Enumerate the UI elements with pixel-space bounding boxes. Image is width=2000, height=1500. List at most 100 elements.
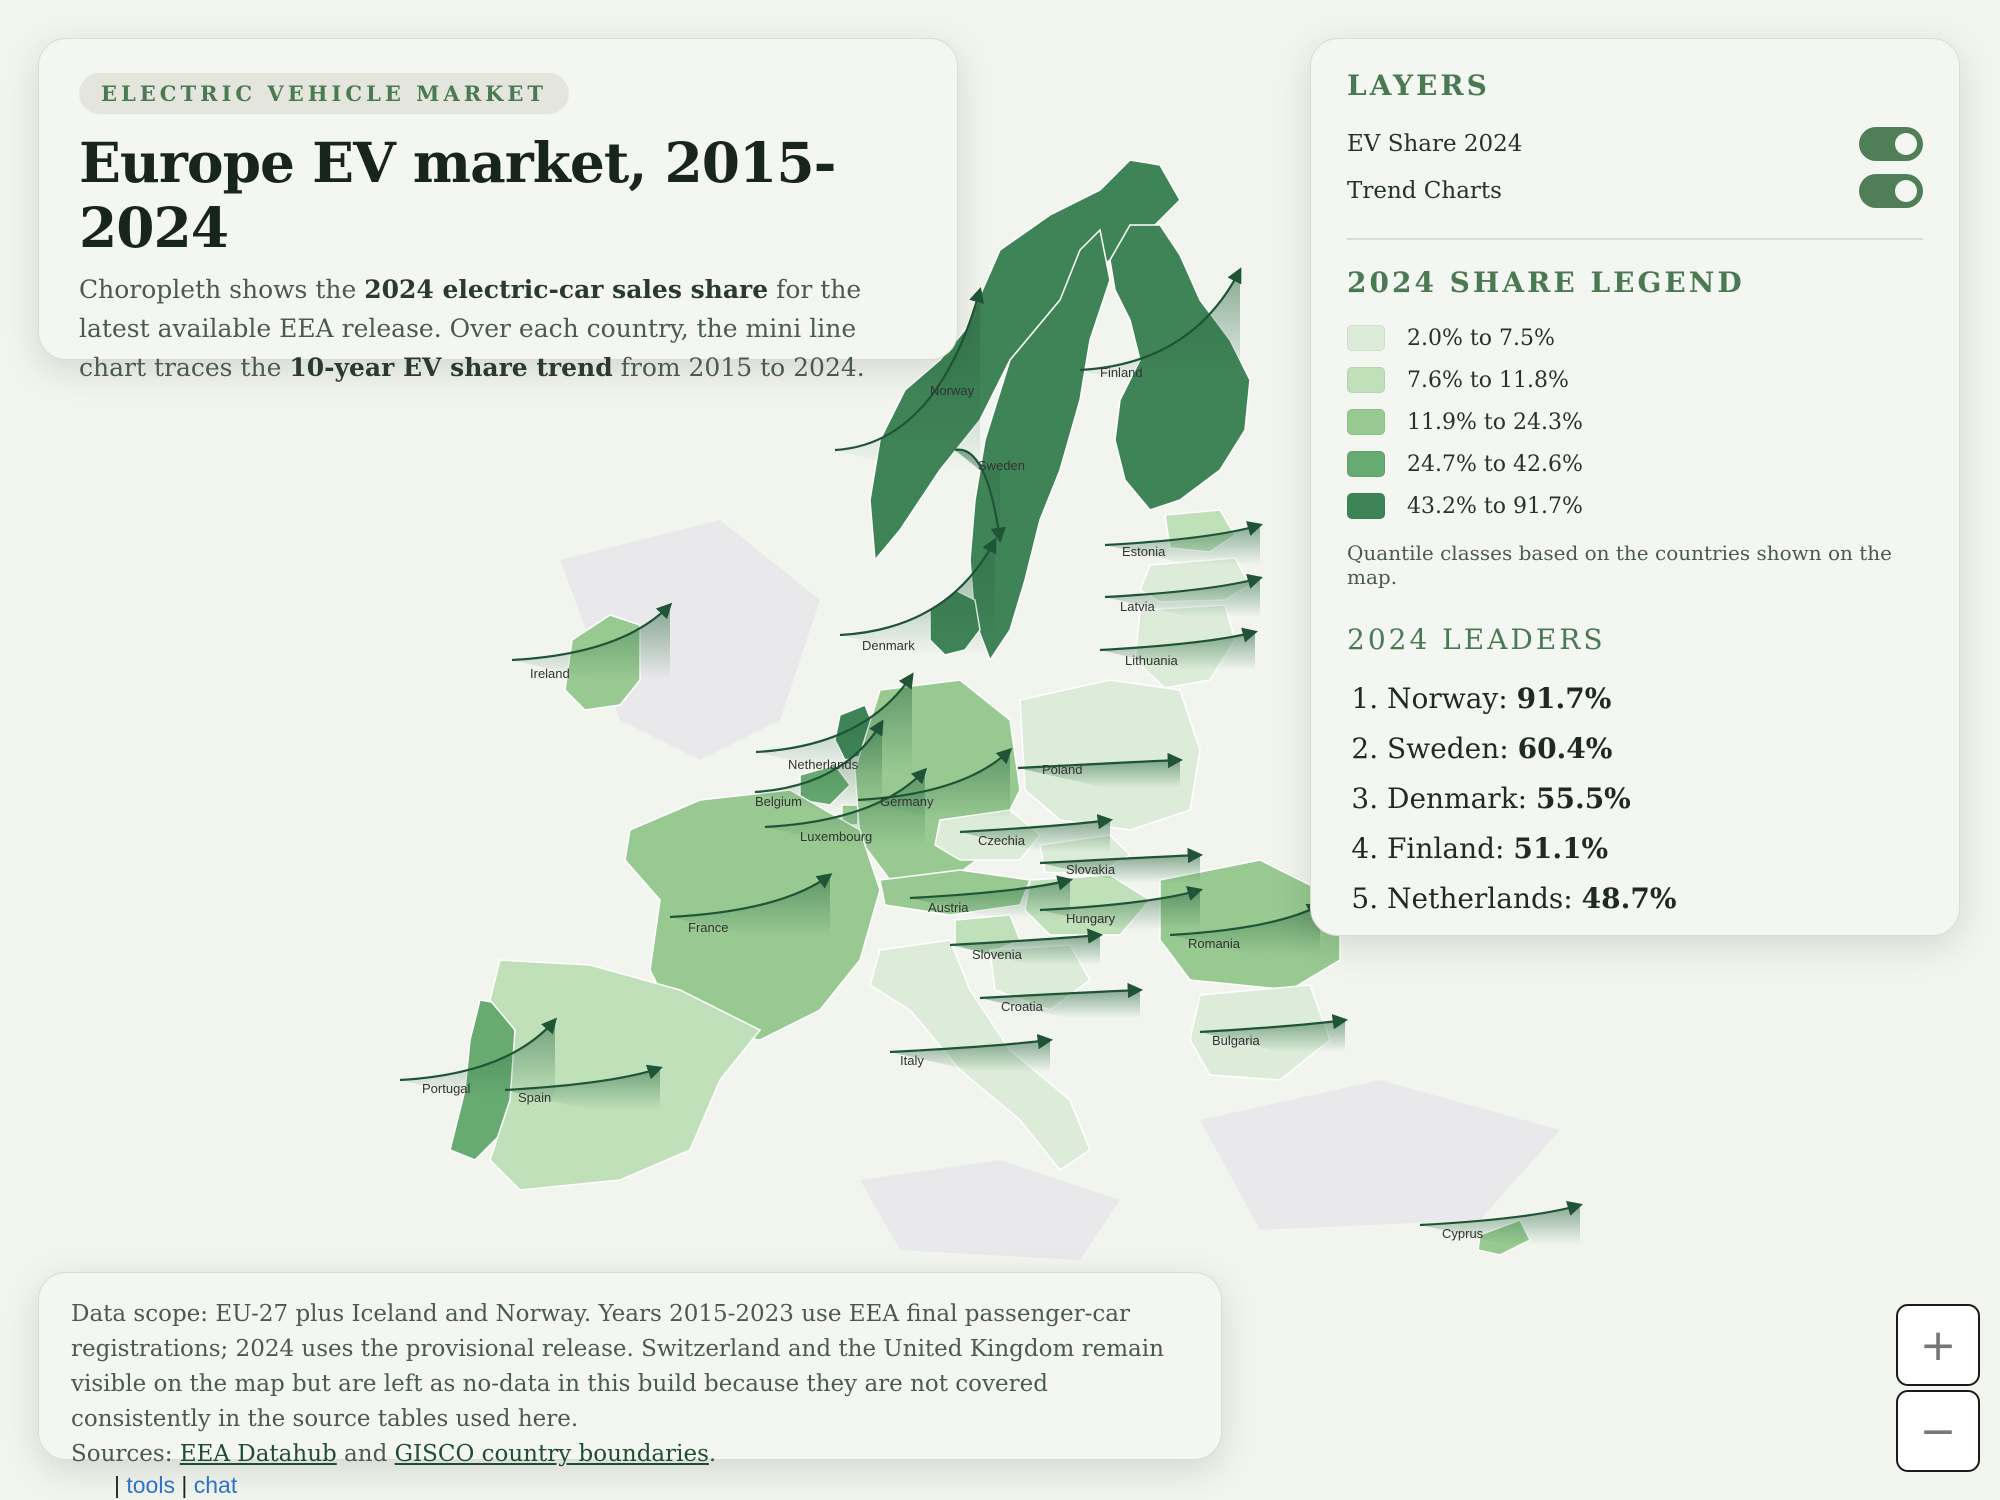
country-label: Lithuania: [1125, 653, 1179, 668]
trend-area: [835, 290, 980, 470]
zoom-in-button[interactable]: +: [1896, 1304, 1980, 1386]
ev-share-toggle[interactable]: [1859, 126, 1923, 161]
leader-value: 91.7%: [1516, 682, 1612, 715]
country-label: Cyprus: [1442, 1226, 1484, 1241]
trend-area: [670, 875, 830, 937]
trend-line: [755, 672, 914, 754]
country-sweden[interactable]: [969, 228, 1111, 662]
legend-item: 2.0% to 7.5%: [1347, 317, 1923, 359]
trend-line: [857, 747, 1013, 802]
eea-datahub-link[interactable]: EEA Datahub: [179, 1441, 337, 1467]
country-label: Denmark: [862, 638, 915, 653]
country-label: Germany: [880, 794, 934, 809]
legend-swatch: [1347, 325, 1385, 351]
data-scope-note: Data scope: EU-27 plus Iceland and Norwa…: [71, 1301, 1164, 1467]
trend-area: [1100, 632, 1255, 670]
trend-line: [954, 448, 1006, 544]
trend-area: [980, 990, 1140, 1018]
leader-value: 60.4%: [1517, 732, 1613, 765]
legend-note: Quantile classes based on the countries …: [1347, 541, 1893, 589]
trend-line: [979, 982, 1144, 1000]
trend-area: [1105, 578, 1260, 617]
country-label: Slovenia: [972, 947, 1023, 962]
trend-line: [754, 719, 884, 794]
legend-swatch: [1347, 493, 1385, 519]
layer-row-trend-charts[interactable]: Trend Charts: [1347, 167, 1923, 214]
trend-charts-toggle[interactable]: [1859, 173, 1923, 208]
country-poland[interactable]: [1019, 679, 1201, 831]
legend-label: 2.0% to 7.5%: [1407, 325, 1555, 351]
trend-chart-layer: [399, 267, 1583, 1245]
legend-label: 11.9% to 24.3%: [1407, 409, 1583, 435]
country-label: Netherlands: [788, 757, 859, 772]
legend-list: 2.0% to 7.5% 7.6% to 11.8% 11.9% to 24.3% 2…: [1347, 317, 1923, 527]
leader-country: Finland:: [1387, 832, 1514, 865]
trend-line: [909, 875, 1073, 900]
trend-area: [890, 1040, 1050, 1072]
side-panel: LAYERS EV Share 2024 Trend Charts 2024 S…: [1310, 38, 1960, 936]
trend-line: [504, 1064, 663, 1092]
country-label: Norway: [930, 383, 975, 398]
title-panel: ELECTRIC VEHICLE MARKET Europe EV market…: [38, 38, 958, 382]
leaders-list: Norway: 91.7%Sweden: 60.4%Denmark: 55.5%…: [1347, 674, 1923, 924]
page-title: Europe EV market, 2015-2024: [79, 130, 836, 260]
legend-label: 24.7% to 42.6%: [1407, 451, 1583, 477]
gisco-boundaries-link[interactable]: GISCO country boundaries: [394, 1441, 709, 1467]
layers-title: LAYERS: [1347, 69, 1490, 102]
leader-item: Denmark: 55.5%: [1387, 774, 1923, 824]
country-spain[interactable]: [489, 959, 762, 1191]
country-label: Romania: [1188, 936, 1241, 951]
divider: [1347, 238, 1923, 240]
trend-area: [955, 449, 1000, 540]
leader-country: Netherlands:: [1387, 882, 1582, 915]
trend-area: [765, 770, 925, 847]
trend-area: [400, 1020, 555, 1100]
layer-label: EV Share 2024: [1347, 130, 1523, 157]
trend-line: [511, 602, 673, 662]
trend-line: [1099, 627, 1258, 652]
leader-country: Norway:: [1387, 682, 1517, 715]
trend-area: [1018, 760, 1180, 788]
zoom-out-button[interactable]: −: [1896, 1390, 1980, 1472]
trend-line: [834, 287, 985, 452]
country-label: Slovakia: [1066, 862, 1116, 877]
country-label: Croatia: [1001, 999, 1044, 1014]
legend-item: 43.2% to 91.7%: [1347, 485, 1923, 527]
country-label: Poland: [1042, 762, 1082, 777]
country-label: Estonia: [1122, 544, 1166, 559]
tools-link[interactable]: tools: [126, 1472, 175, 1498]
trend-line: [1169, 903, 1323, 937]
legend-item: 24.7% to 42.6%: [1347, 443, 1923, 485]
trend-area: [910, 880, 1070, 918]
trend-line: [1104, 573, 1263, 599]
trend-area: [1200, 1020, 1345, 1052]
kicker-badge: ELECTRIC VEHICLE MARKET: [79, 73, 570, 114]
leader-country: Denmark:: [1387, 782, 1536, 815]
trend-line: [1039, 847, 1204, 865]
chat-link[interactable]: chat: [193, 1472, 238, 1498]
legend-label: 43.2% to 91.7%: [1407, 493, 1583, 519]
trend-line: [1104, 521, 1263, 547]
trend-area: [1170, 905, 1320, 955]
trend-line: [1419, 1201, 1583, 1227]
legend-swatch: [1347, 409, 1385, 435]
country-label: Finland: [1100, 365, 1143, 380]
country-label: Latvia: [1120, 599, 1155, 614]
layer-row-ev-share[interactable]: EV Share 2024: [1347, 120, 1923, 167]
trend-area: [858, 750, 1010, 820]
bottom-links: | tools | chat: [114, 1472, 238, 1498]
layer-label: Trend Charts: [1347, 177, 1502, 204]
trend-area: [755, 722, 882, 812]
trend-line: [1199, 1014, 1349, 1034]
trend-area: [1040, 890, 1200, 930]
country-label: Bulgaria: [1212, 1033, 1260, 1048]
trend-line: [949, 928, 1104, 947]
leader-value: 55.5%: [1535, 782, 1631, 815]
legend-title: 2024 SHARE LEGEND: [1347, 266, 1745, 299]
legend-swatch: [1347, 367, 1385, 393]
country-romania[interactable]: [1159, 859, 1341, 991]
country-label: France: [688, 920, 728, 935]
trend-area: [1420, 1205, 1580, 1245]
country-label: Hungary: [1066, 911, 1116, 926]
trend-area: [1080, 270, 1240, 390]
